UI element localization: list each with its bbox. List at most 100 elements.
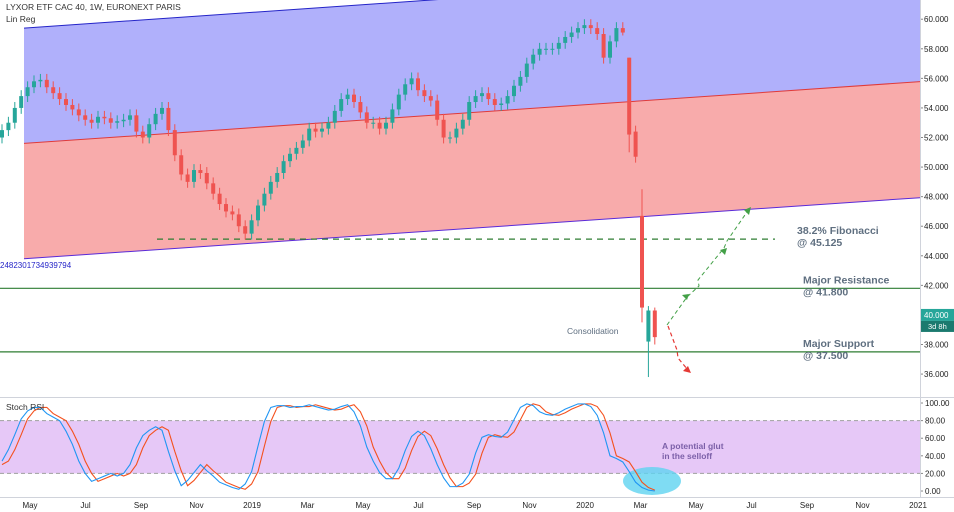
y-tick-label: 60.00	[925, 434, 946, 443]
candle-body	[486, 93, 491, 100]
arrow-head	[682, 294, 689, 300]
y-tick-label: 0.00	[925, 487, 941, 496]
y-tick-label: 100.00	[925, 399, 950, 408]
candle-body	[83, 115, 88, 120]
candle-body	[313, 128, 318, 132]
forecast-down	[667, 325, 689, 371]
x-tick-label: Sep	[134, 501, 149, 510]
candle-body	[531, 54, 536, 64]
candle-body	[121, 119, 126, 122]
candle-body	[608, 41, 612, 58]
x-tick-label: Sep	[800, 501, 815, 510]
countdown-tag	[921, 320, 954, 332]
candle-body	[448, 137, 452, 139]
candle-body	[499, 103, 504, 105]
candle-body	[179, 155, 184, 175]
candle-body	[198, 170, 203, 173]
x-tick-label: Mar	[301, 501, 315, 510]
candle-body	[371, 122, 376, 124]
candle-body	[268, 181, 273, 194]
x-tick-label: Mar	[634, 501, 648, 510]
candle-body	[230, 211, 235, 215]
y-tick-label: 54.000	[924, 104, 949, 113]
candle-body	[224, 204, 228, 212]
indicator-line	[1, 403, 655, 492]
x-tick-label: Jul	[80, 501, 90, 510]
candle-body	[160, 107, 164, 114]
candle-body	[403, 84, 408, 95]
indicator-annotation: A potential glut	[662, 441, 724, 451]
x-tick-label: Nov	[522, 501, 536, 510]
indicator-line	[1, 403, 656, 491]
candle-body	[352, 94, 356, 103]
upper-channel	[24, 0, 920, 144]
level-label: @ 41.800	[803, 286, 848, 298]
y-tick-label: 46.000	[924, 222, 949, 231]
candle-body	[492, 99, 497, 105]
band-fill	[0, 420, 920, 474]
candle-body	[614, 28, 619, 42]
candle-body	[390, 109, 395, 123]
candle-body	[345, 94, 350, 100]
candle-body	[0, 130, 4, 138]
candle-body	[300, 140, 305, 148]
candle-body	[384, 122, 388, 129]
candle-body	[396, 94, 401, 110]
last-price-label: 40.000	[924, 311, 949, 320]
candle-body	[646, 310, 651, 342]
candle-body	[428, 96, 433, 101]
y-tick-label: 80.00	[925, 417, 946, 426]
lower-channel	[24, 81, 920, 259]
candle-body	[377, 122, 382, 129]
x-tick-label: 2019	[243, 501, 261, 510]
candle-body	[217, 193, 222, 205]
candle-body	[332, 110, 337, 123]
candle-body	[236, 214, 241, 227]
y-tick-label: 44.000	[924, 252, 949, 261]
candle-body	[281, 161, 286, 173]
candle-body	[601, 34, 606, 58]
candle-body	[256, 205, 260, 221]
candle-body	[339, 99, 344, 111]
x-tick-label: 2020	[576, 501, 594, 510]
candle-body	[550, 48, 555, 50]
candle-body	[627, 57, 632, 135]
candle-body	[416, 78, 420, 91]
candle-body	[38, 79, 43, 82]
level-label: 38.2% Fibonacci	[797, 225, 879, 237]
level-label: Major Resistance	[803, 274, 890, 286]
candle-body	[147, 124, 152, 138]
candle-body	[70, 104, 75, 110]
annotation: Consolidation	[567, 326, 619, 336]
arrow-head	[683, 366, 691, 373]
x-tick-label: Nov	[855, 501, 869, 510]
candle-body	[153, 113, 158, 125]
indicator-title: Stoch RSI	[6, 402, 44, 412]
candle-body	[243, 226, 248, 234]
x-tick-label: Jul	[413, 501, 423, 510]
x-tick-label: 2021	[909, 501, 927, 510]
candle-body	[115, 121, 120, 123]
candle-body	[185, 174, 190, 182]
arrow-head	[744, 207, 751, 215]
x-tick-label: May	[22, 501, 37, 510]
y-tick-label: 38.000	[924, 341, 949, 350]
candle-body	[409, 78, 414, 85]
candle-body	[364, 112, 369, 123]
candle-body	[480, 93, 484, 97]
x-tick-label: Sep	[467, 501, 482, 510]
candle-body	[320, 128, 324, 132]
candle-body	[556, 42, 561, 49]
level-label: Major Support	[803, 338, 875, 350]
candle-body	[326, 122, 331, 129]
candle-body	[44, 79, 49, 88]
last-price-tag	[921, 308, 954, 321]
candle-body	[128, 115, 132, 120]
indicator-annotation: in the selloff	[662, 451, 712, 461]
level-label: @ 37.500	[803, 350, 848, 362]
candle-body	[505, 96, 510, 104]
candle-body	[640, 215, 644, 308]
candle-body	[473, 96, 478, 103]
candle-body	[102, 116, 107, 119]
candle-body	[358, 102, 363, 113]
